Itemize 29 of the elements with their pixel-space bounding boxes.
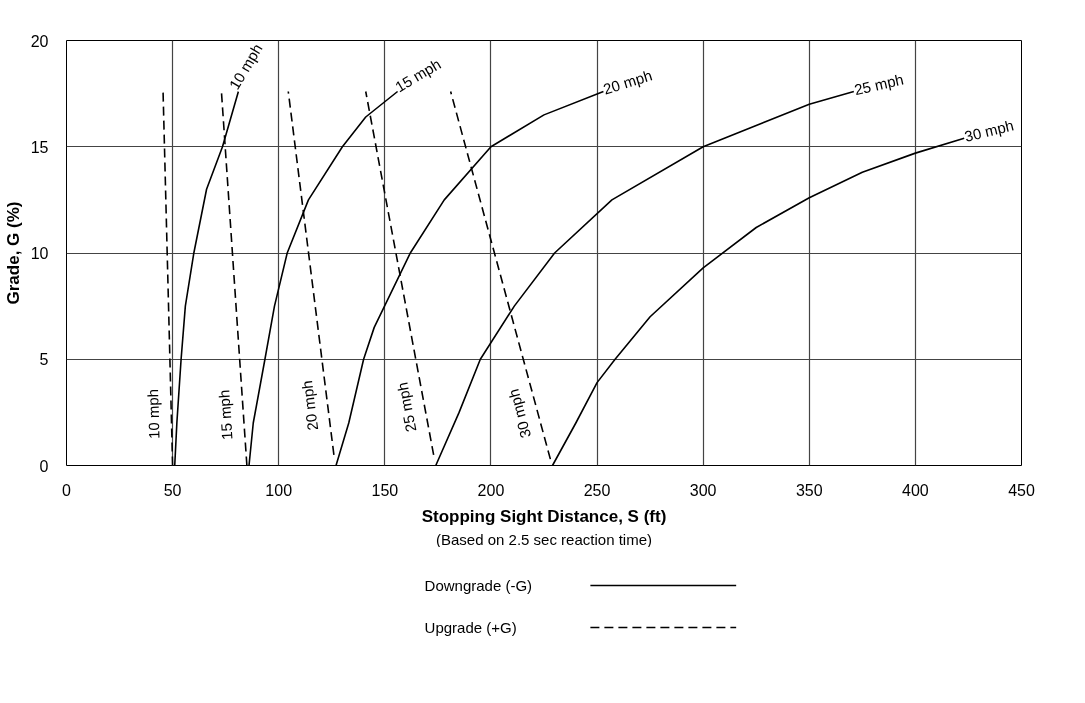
y-tick-label: 20 (30, 32, 49, 50)
x-tick-label: 450 (1008, 481, 1035, 499)
x-tick-label: 50 (163, 481, 182, 499)
y-tick-label: 10 (30, 245, 49, 262)
text: Downgrade (-G) (424, 577, 533, 594)
y-tick-label: 0 (39, 457, 49, 475)
annotation: 30 mph (504, 387, 535, 441)
annotation: 25 mph (852, 70, 906, 99)
x-tick-label: 100 (265, 481, 293, 499)
annotation: 25 mph (393, 380, 420, 434)
annotation: 20 mph (601, 66, 655, 98)
y-tick-label: 5 (39, 351, 49, 369)
x-tick-label: 200 (477, 481, 505, 499)
y-tick-label: 15 (30, 138, 49, 156)
x-tick-label: 150 (371, 481, 399, 499)
text: Upgrade (+G) (424, 619, 517, 636)
text: (Based on 2.5 sec reaction time) (436, 530, 652, 548)
annotation: 10 mph (144, 388, 163, 440)
x-tick-label: 350 (795, 481, 823, 499)
x-tick-label: 0 (62, 481, 72, 499)
x-tick-label: 250 (583, 481, 611, 499)
annotation: 15 mph (215, 389, 236, 441)
x-tick-label: 300 (689, 481, 717, 499)
annotation: 20 mph (298, 379, 322, 432)
x-axis-title: Stopping Sight Distance, S (ft) (421, 506, 667, 526)
annotation: 30 mph (962, 116, 1016, 145)
y-axis-title: Grade, G (%) (3, 201, 23, 305)
x-tick-label: 400 (902, 481, 929, 499)
annotation: 15 mph (392, 55, 444, 96)
